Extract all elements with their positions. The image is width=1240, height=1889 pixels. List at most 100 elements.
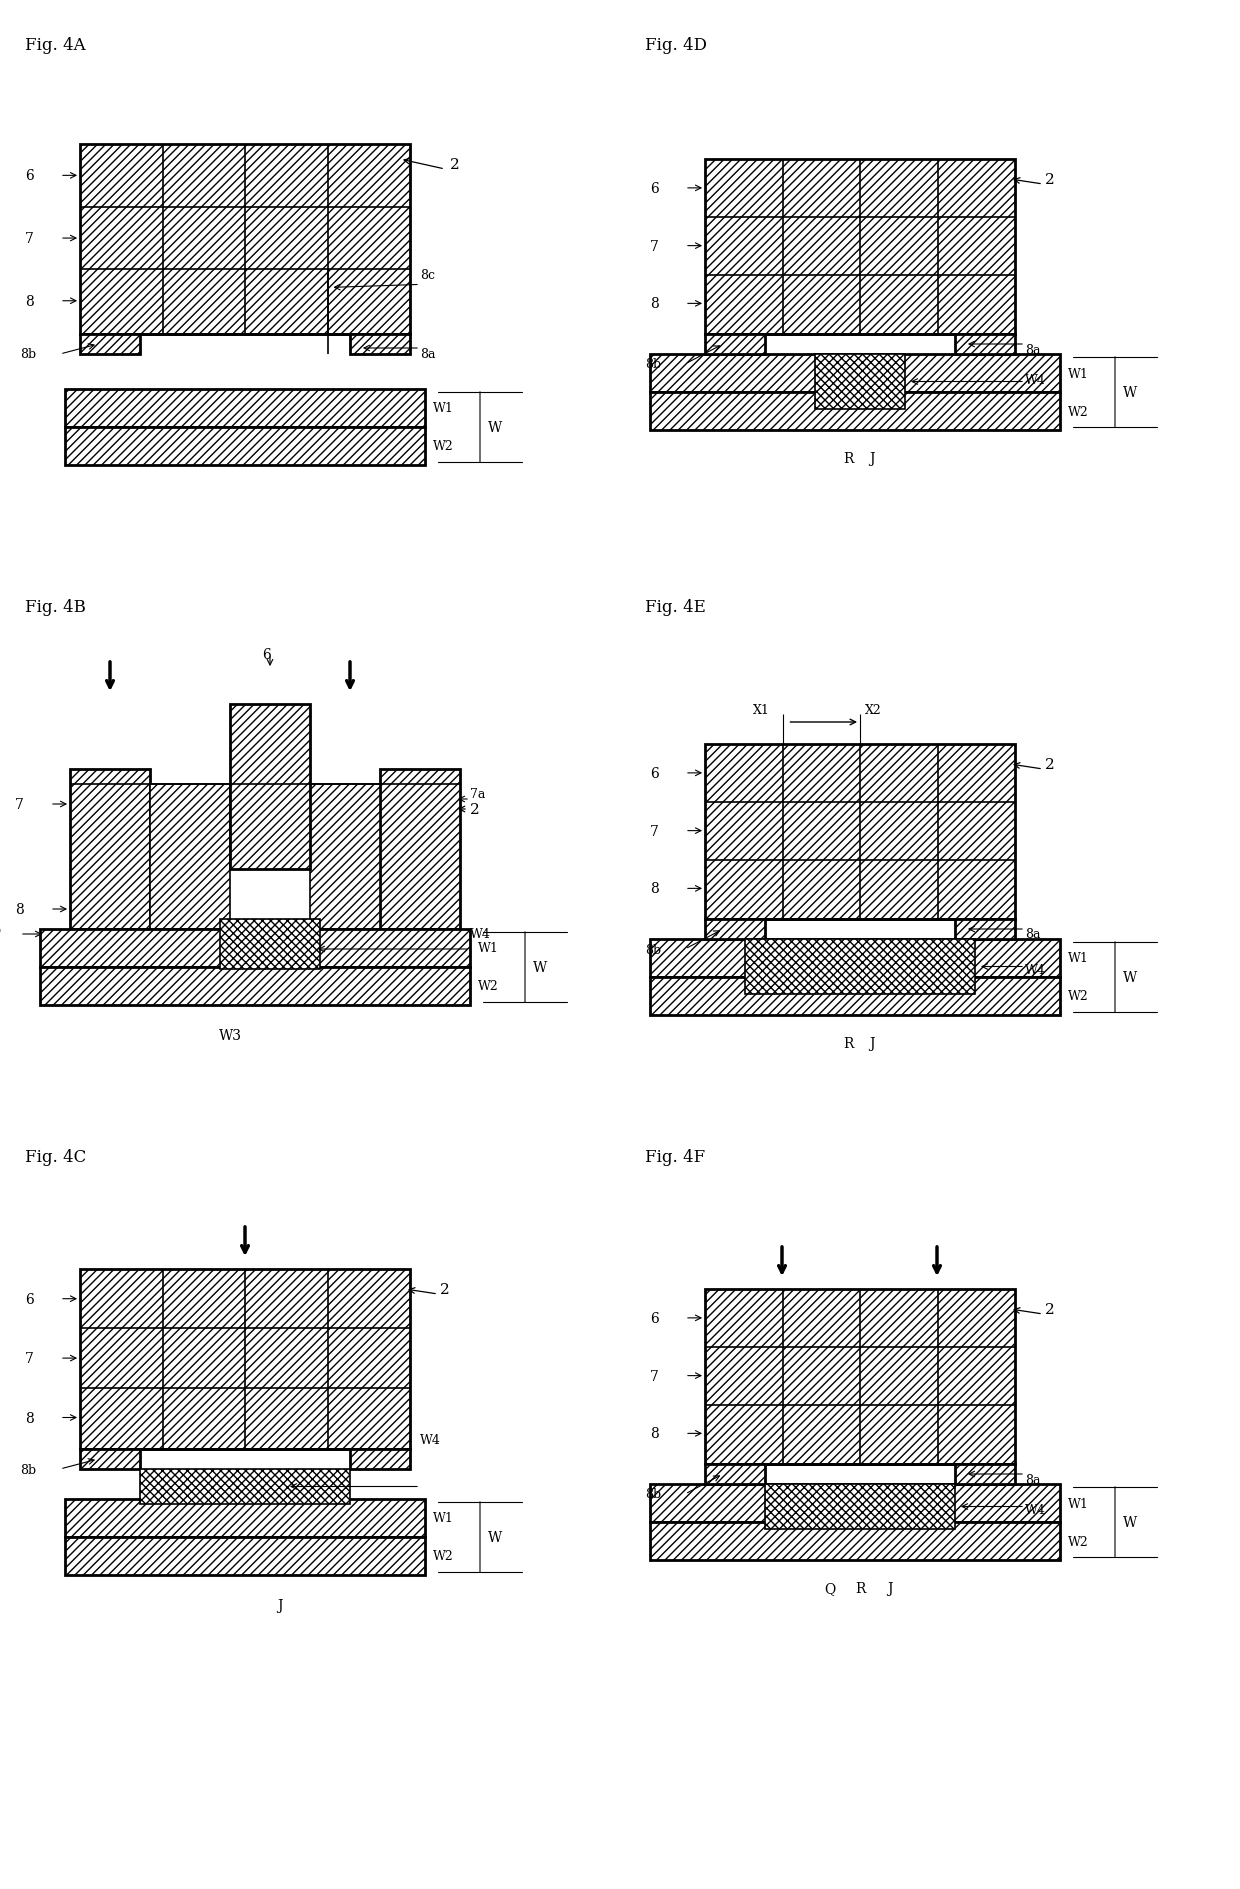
Text: 6: 6: [25, 1292, 33, 1305]
Text: W1: W1: [1068, 1496, 1089, 1509]
Text: Fig. 4E: Fig. 4E: [645, 599, 706, 616]
Text: 7: 7: [25, 1351, 33, 1366]
Text: R: R: [854, 1581, 866, 1594]
Text: 7: 7: [650, 240, 658, 253]
Text: X2: X2: [866, 703, 882, 716]
Bar: [81, 334, 140, 355]
Text: W1: W1: [433, 402, 454, 416]
Bar: [650, 355, 1060, 393]
Text: W2: W2: [433, 1549, 454, 1562]
Bar: [219, 920, 320, 969]
Text: 8: 8: [15, 903, 24, 916]
Bar: [229, 705, 310, 869]
Bar: [706, 161, 1016, 334]
Bar: [150, 784, 229, 929]
Text: W1: W1: [1068, 952, 1089, 965]
Text: 2: 2: [440, 1283, 450, 1296]
Bar: [140, 1470, 350, 1504]
Bar: [706, 744, 1016, 920]
Text: J: J: [869, 1037, 874, 1050]
Bar: [650, 939, 1060, 977]
Bar: [706, 1464, 765, 1485]
Text: W: W: [1123, 971, 1137, 984]
Text: 8b: 8b: [645, 1489, 661, 1500]
Text: W: W: [489, 421, 502, 434]
Bar: [64, 1538, 425, 1575]
Bar: [350, 1449, 410, 1470]
Text: J: J: [869, 451, 874, 467]
Text: J: J: [278, 1598, 283, 1611]
Text: W: W: [1123, 1515, 1137, 1530]
Text: 8b: 8b: [20, 348, 36, 361]
Bar: [815, 355, 905, 410]
Bar: [650, 393, 1060, 431]
Text: Q: Q: [825, 1581, 836, 1594]
Text: J: J: [888, 1581, 893, 1594]
Text: 7: 7: [25, 232, 33, 246]
Bar: [310, 784, 379, 929]
Text: W: W: [489, 1530, 502, 1543]
Text: Fig. 4C: Fig. 4C: [25, 1149, 87, 1166]
Text: W4: W4: [1025, 963, 1045, 977]
Text: 7: 7: [15, 797, 24, 812]
Text: 6: 6: [650, 181, 658, 196]
Text: 6: 6: [650, 767, 658, 780]
Text: 2: 2: [470, 803, 480, 816]
Bar: [765, 1485, 955, 1530]
Text: W: W: [533, 960, 547, 975]
Text: 6: 6: [25, 170, 33, 183]
Text: 2: 2: [1045, 174, 1055, 187]
Text: 8: 8: [25, 1411, 33, 1424]
Bar: [745, 939, 975, 994]
Text: W: W: [1123, 385, 1137, 400]
Bar: [69, 769, 150, 929]
Bar: [650, 1485, 1060, 1523]
Bar: [650, 1523, 1060, 1560]
Text: W2: W2: [1068, 1534, 1089, 1547]
Bar: [40, 929, 470, 967]
Text: 8a: 8a: [420, 348, 435, 361]
Text: 8: 8: [25, 295, 33, 308]
Text: 6: 6: [650, 1311, 658, 1326]
Bar: [81, 1269, 410, 1449]
Text: 8: 8: [650, 297, 658, 312]
Text: W2: W2: [1068, 990, 1089, 1003]
Text: W3: W3: [218, 1028, 242, 1043]
Text: 8: 8: [650, 1426, 658, 1441]
Text: 8a: 8a: [1025, 927, 1040, 941]
Text: 8b: 8b: [20, 1462, 36, 1475]
Text: 8a: 8a: [1025, 1473, 1040, 1487]
Text: 8a: 8a: [1025, 344, 1040, 357]
Bar: [706, 1290, 1016, 1464]
Text: 2: 2: [1045, 1302, 1055, 1317]
Text: R: R: [843, 1037, 853, 1050]
Text: W1: W1: [433, 1511, 454, 1524]
Text: X1: X1: [753, 703, 769, 716]
Bar: [650, 977, 1060, 1016]
Bar: [706, 334, 765, 355]
Bar: [81, 145, 410, 334]
Text: Fig. 4F: Fig. 4F: [645, 1149, 706, 1166]
Text: 8c: 8c: [420, 268, 435, 281]
Bar: [955, 334, 1016, 355]
Text: R: R: [843, 451, 853, 467]
Text: Fig. 4A: Fig. 4A: [25, 36, 86, 53]
Bar: [64, 1500, 425, 1538]
Text: 7: 7: [650, 1370, 658, 1383]
Bar: [350, 334, 410, 355]
Bar: [955, 920, 1016, 939]
Text: 6: 6: [262, 648, 270, 661]
Text: 8: 8: [650, 882, 658, 895]
Bar: [64, 427, 425, 467]
Text: W1: W1: [1068, 366, 1089, 380]
Text: 7: 7: [650, 824, 658, 839]
Text: 8b: 8b: [645, 359, 661, 372]
Bar: [706, 920, 765, 939]
Text: W4: W4: [420, 1432, 441, 1445]
Text: W4: W4: [1025, 1504, 1045, 1515]
Bar: [955, 1464, 1016, 1485]
Text: W1: W1: [477, 943, 498, 956]
Text: Fig. 4B: Fig. 4B: [25, 599, 86, 616]
Text: W2: W2: [477, 980, 498, 994]
Text: W2: W2: [1068, 406, 1089, 417]
